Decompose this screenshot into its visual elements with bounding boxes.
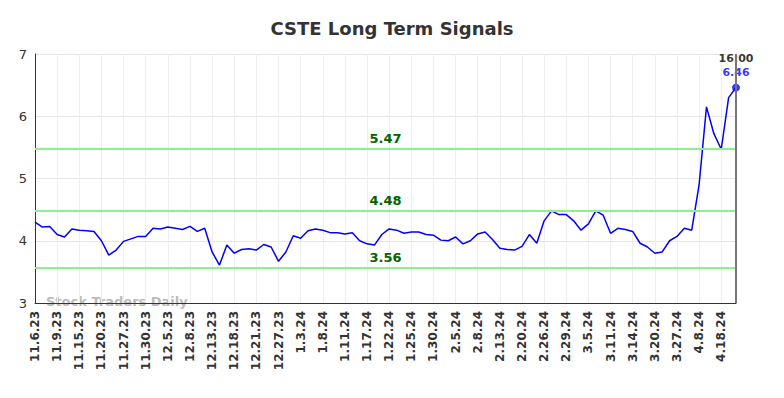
svg-text:3.11.24: 3.11.24 — [604, 311, 618, 362]
svg-text:2.29.24: 2.29.24 — [559, 311, 573, 362]
svg-text:2.20.24: 2.20.24 — [515, 311, 529, 362]
svg-text:3.5.24: 3.5.24 — [581, 311, 595, 354]
svg-text:6: 6 — [19, 109, 27, 124]
svg-text:3.27.24: 3.27.24 — [670, 311, 684, 362]
svg-text:1.3.24: 1.3.24 — [294, 311, 308, 354]
svg-text:1.25.24: 1.25.24 — [404, 311, 418, 362]
svg-text:Stock Traders Daily: Stock Traders Daily — [46, 294, 188, 309]
svg-text:11.20.23: 11.20.23 — [94, 311, 108, 370]
svg-text:11.27.23: 11.27.23 — [117, 311, 131, 370]
svg-text:16:00: 16:00 — [718, 52, 754, 66]
svg-text:5.47: 5.47 — [369, 131, 401, 146]
svg-text:12.18.23: 12.18.23 — [227, 311, 241, 370]
svg-text:2.5.24: 2.5.24 — [449, 311, 463, 354]
svg-text:12.21.23: 12.21.23 — [249, 311, 263, 370]
svg-text:11.9.23: 11.9.23 — [50, 311, 64, 362]
svg-text:1.11.24: 1.11.24 — [338, 311, 352, 362]
svg-text:6.46: 6.46 — [722, 66, 750, 80]
svg-text:12.27.23: 12.27.23 — [272, 311, 286, 370]
svg-text:3: 3 — [19, 296, 27, 311]
svg-text:CSTE Long Term Signals: CSTE Long Term Signals — [270, 18, 513, 39]
svg-text:2.8.24: 2.8.24 — [471, 311, 485, 354]
svg-text:3.20.24: 3.20.24 — [648, 311, 662, 362]
svg-text:4.8.24: 4.8.24 — [692, 311, 706, 354]
svg-text:5: 5 — [19, 171, 27, 186]
svg-text:11.15.23: 11.15.23 — [72, 311, 86, 370]
svg-text:12.8.23: 12.8.23 — [183, 311, 197, 362]
svg-text:4.18.24: 4.18.24 — [714, 311, 728, 362]
svg-text:1.30.24: 1.30.24 — [426, 311, 440, 362]
svg-text:1.17.24: 1.17.24 — [360, 311, 374, 362]
svg-text:2.26.24: 2.26.24 — [537, 311, 551, 362]
svg-text:12.5.23: 12.5.23 — [161, 311, 175, 362]
svg-text:7: 7 — [19, 47, 27, 62]
svg-text:4: 4 — [19, 233, 27, 248]
svg-text:11.30.23: 11.30.23 — [139, 311, 153, 370]
svg-text:2.13.24: 2.13.24 — [493, 311, 507, 362]
svg-text:11.6.23: 11.6.23 — [28, 311, 42, 362]
svg-text:3.56: 3.56 — [369, 250, 401, 265]
svg-text:1.22.24: 1.22.24 — [382, 311, 396, 362]
svg-text:12.13.23: 12.13.23 — [205, 311, 219, 370]
svg-text:3.14.24: 3.14.24 — [626, 311, 640, 362]
svg-text:4.48: 4.48 — [369, 193, 401, 208]
svg-text:1.8.24: 1.8.24 — [316, 311, 330, 354]
